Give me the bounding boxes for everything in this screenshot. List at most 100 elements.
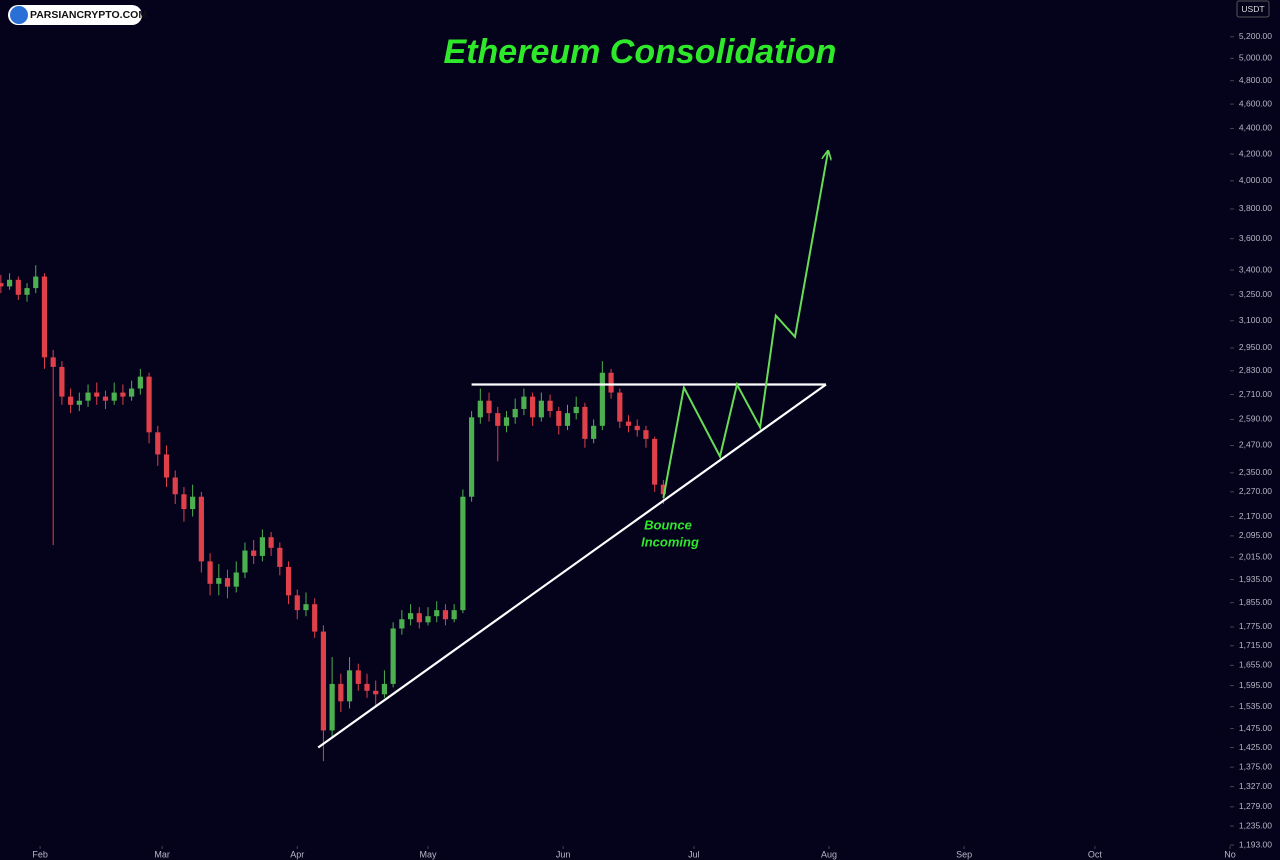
- candle-body: [259, 537, 265, 556]
- y-tick-label: 2,015.00: [1239, 552, 1272, 562]
- candle-body: [155, 432, 161, 455]
- candle-body: [242, 550, 248, 573]
- y-tick-label: 1,327.00: [1239, 781, 1272, 791]
- y-tick-label: 5,200.00: [1239, 31, 1272, 41]
- y-tick-label: 3,600.00: [1239, 233, 1272, 243]
- candle-body: [320, 631, 327, 731]
- y-tick-label: 4,000.00: [1239, 175, 1272, 185]
- candle-body: [59, 366, 65, 397]
- candle-body: [652, 438, 658, 485]
- candle-body: [608, 372, 614, 393]
- candle-body: [251, 550, 257, 556]
- candle-body: [503, 417, 510, 426]
- y-tick-label: 1,279.00: [1239, 801, 1272, 811]
- annotation: Incoming: [641, 534, 699, 549]
- y-tick-label: 3,800.00: [1239, 203, 1272, 213]
- candle-body: [6, 279, 13, 287]
- candle-body: [76, 400, 82, 405]
- candle-body: [469, 417, 475, 497]
- candle-body: [599, 372, 605, 426]
- logo-pill: [8, 5, 142, 25]
- y-tick-label: 1,655.00: [1239, 660, 1272, 670]
- candle-body: [137, 376, 143, 389]
- candle-body: [643, 430, 649, 439]
- candle-body: [294, 595, 300, 611]
- chart-title: Ethereum Consolidation: [444, 33, 837, 71]
- candle-body: [146, 376, 152, 433]
- candle-body: [181, 494, 187, 510]
- candle-body: [329, 683, 335, 731]
- y-tick-label: 2,095.00: [1239, 530, 1272, 540]
- candle-body: [547, 400, 553, 412]
- candle-body: [129, 388, 135, 397]
- x-tick-label: No: [1224, 849, 1236, 859]
- y-tick-label: 4,400.00: [1239, 123, 1272, 133]
- candle-body: [172, 477, 178, 495]
- candle-body: [390, 628, 396, 684]
- y-tick-label: 1,235.00: [1239, 820, 1272, 830]
- candle-body: [216, 578, 222, 584]
- candle-body: [460, 496, 466, 611]
- candle-body: [102, 396, 109, 401]
- candle-body: [355, 670, 361, 684]
- candle-body: [0, 283, 4, 287]
- candle-body: [120, 392, 126, 397]
- candle-body: [190, 496, 196, 510]
- y-tick-label: 2,170.00: [1239, 511, 1272, 521]
- candle-body: [442, 610, 449, 620]
- logo-text: PARSIANCRYPTO.COM: [30, 9, 147, 21]
- y-tick-label: 1,935.00: [1239, 574, 1272, 584]
- x-tick-label: Jun: [556, 849, 571, 859]
- candle-body: [68, 396, 74, 405]
- candle-body: [15, 279, 21, 295]
- candle-body: [660, 484, 666, 495]
- y-tick-label: 1,595.00: [1239, 680, 1272, 690]
- logo-icon: [10, 6, 28, 24]
- candle-body: [233, 572, 239, 587]
- x-tick-label: May: [420, 849, 438, 859]
- candle-body: [434, 610, 440, 617]
- y-tick-label: 2,830.00: [1239, 365, 1272, 375]
- candle-body: [451, 610, 457, 620]
- y-tick-label: 1,715.00: [1239, 640, 1272, 650]
- candle-body: [41, 276, 48, 358]
- candle-body: [346, 670, 353, 702]
- candle-body: [268, 537, 274, 548]
- y-tick-label: 2,950.00: [1239, 342, 1272, 352]
- y-tick-label: 2,590.00: [1239, 414, 1272, 424]
- y-tick-label: 1,855.00: [1239, 597, 1272, 607]
- x-tick-label: Oct: [1088, 849, 1103, 859]
- candle-body: [312, 604, 318, 632]
- candle-body: [94, 392, 100, 397]
- candle-body: [416, 613, 422, 623]
- y-tick-label: 1,425.00: [1239, 742, 1272, 752]
- y-tick-label: 3,400.00: [1239, 264, 1272, 274]
- candle-body: [486, 400, 492, 414]
- y-tick-label: 1,193.00: [1239, 839, 1272, 849]
- y-tick-label: 3,250.00: [1239, 289, 1272, 299]
- logo: PARSIANCRYPTO.COM: [8, 5, 147, 25]
- candle-body: [224, 578, 231, 587]
- candle-body: [303, 604, 309, 611]
- x-tick-label: Aug: [821, 849, 837, 859]
- candle-body: [207, 561, 213, 584]
- candle-body: [425, 616, 431, 623]
- x-tick-label: Sep: [956, 849, 972, 859]
- y-tick-label: 3,100.00: [1239, 315, 1272, 325]
- candle-body: [163, 454, 170, 478]
- y-tick-label: 5,000.00: [1239, 53, 1272, 63]
- candle-body: [521, 396, 527, 409]
- y-tick-label: 2,710.00: [1239, 389, 1272, 399]
- candle-body: [634, 425, 640, 431]
- y-tick-label: 2,470.00: [1239, 440, 1272, 450]
- candle-body: [512, 408, 518, 418]
- y-tick-label: 1,475.00: [1239, 723, 1272, 733]
- candle-body: [495, 413, 501, 426]
- candle-body: [538, 400, 544, 418]
- candle-body: [530, 396, 536, 418]
- x-tick-label: Jul: [688, 849, 700, 859]
- candle-body: [573, 406, 579, 414]
- candle-body: [338, 683, 344, 702]
